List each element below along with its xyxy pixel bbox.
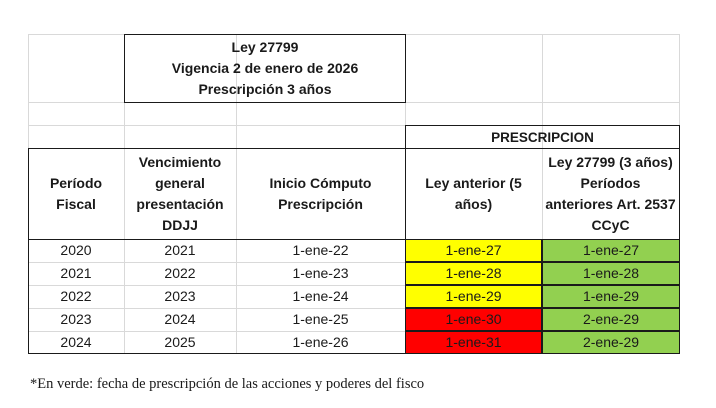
- table-row-inicio: 1-ene-24: [292, 288, 349, 304]
- table-row-ley-anterior: 1-ene-29: [405, 285, 542, 308]
- table-row-vencimiento: 2024: [164, 311, 196, 327]
- col-header-inicio: Inicio Cómputo Prescripción: [269, 175, 372, 212]
- table-row-ley-nueva: 1-ene-29: [542, 285, 680, 308]
- table-row-ley-anterior: 1-ene-31: [405, 331, 542, 354]
- table-row-periodo: 2023: [60, 311, 92, 327]
- col-header-ley-nueva: Ley 27799 (3 años) Períodos anteriores A…: [545, 154, 676, 233]
- table-row-ley-nueva: 2-ene-29: [542, 308, 680, 331]
- law-title: Ley 27799: [231, 39, 299, 55]
- table-row-inicio: 1-ene-23: [292, 265, 349, 281]
- law-vigencia: Vigencia 2 de enero de 2026: [171, 60, 359, 76]
- prescription-table: Ley 27799 Vigencia 2 de enero de 2026 Pr…: [28, 34, 680, 354]
- table-row-periodo: 2020: [60, 242, 92, 258]
- table-row-ley-anterior: 1-ene-30: [405, 308, 542, 331]
- table-row-inicio: 1-ene-22: [292, 242, 349, 258]
- table-row-vencimiento: 2025: [164, 334, 196, 350]
- table-row-periodo: 2022: [60, 288, 92, 304]
- table-row-periodo: 2024: [60, 334, 92, 350]
- table-row-inicio: 1-ene-26: [292, 334, 349, 350]
- table-row-ley-nueva: 2-ene-29: [542, 331, 680, 354]
- table-row-ley-nueva: 1-ene-28: [542, 262, 680, 285]
- table-row-ley-anterior: 1-ene-27: [405, 239, 542, 262]
- prescripcion-header: PRESCRIPCION: [405, 125, 680, 149]
- law-prescripcion: Prescripción 3 años: [198, 81, 332, 97]
- table-row-ley-anterior: 1-ene-28: [405, 262, 542, 285]
- col-header-ley-anterior: Ley anterior (5 años): [425, 175, 522, 212]
- law-info-box: Ley 27799 Vigencia 2 de enero de 2026 Pr…: [124, 34, 406, 103]
- table-row-vencimiento: 2022: [164, 265, 196, 281]
- col-header-periodo: Período Fiscal: [49, 175, 103, 212]
- footnote: *En verde: fecha de prescripción de las …: [30, 376, 425, 392]
- table-row-vencimiento: 2023: [164, 288, 196, 304]
- table-row-periodo: 2021: [60, 265, 92, 281]
- table-row-vencimiento: 2021: [164, 242, 196, 258]
- col-header-vencimiento: Vencimiento general presentación DDJJ: [136, 154, 224, 233]
- table-row-inicio: 1-ene-25: [292, 311, 349, 327]
- table-row-ley-nueva: 1-ene-27: [542, 239, 680, 262]
